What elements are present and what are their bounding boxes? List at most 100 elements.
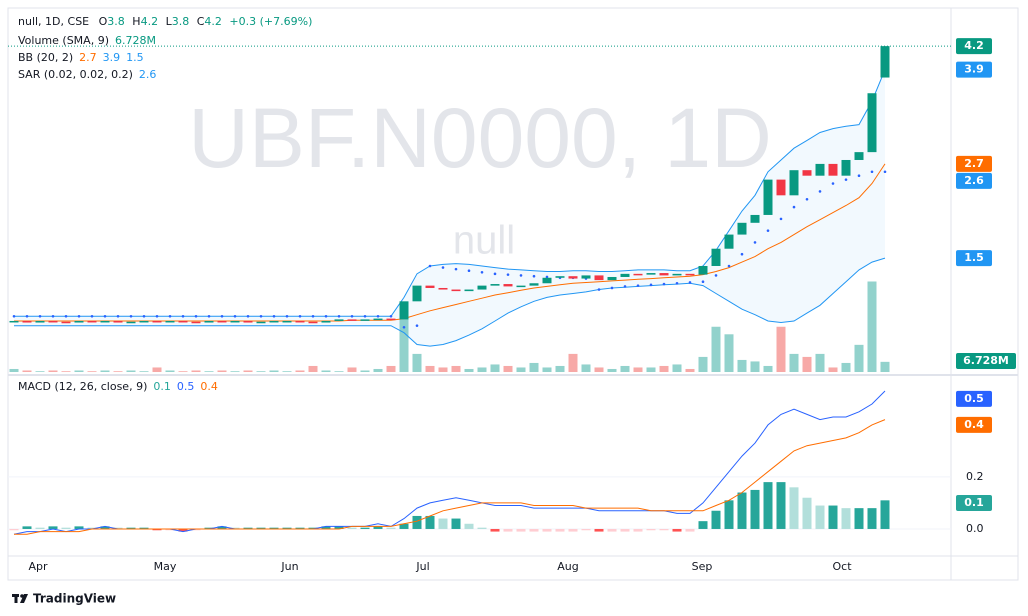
badge-bb-lower: 1.5 <box>964 251 984 264</box>
volume-bar <box>347 367 357 372</box>
candle-body <box>230 320 240 323</box>
sar-dot <box>38 314 42 318</box>
volume-bar <box>100 370 110 372</box>
badge-bb-basis: 2.7 <box>964 157 984 170</box>
time-label: Oct <box>832 560 852 573</box>
candle-body <box>191 321 201 324</box>
volume-bar <box>698 356 708 372</box>
candle-body <box>581 275 591 279</box>
volume-bar <box>737 359 747 372</box>
candle-body <box>854 152 864 160</box>
volume-bar <box>776 326 786 372</box>
candle-body <box>48 320 58 323</box>
candle-body <box>399 301 409 320</box>
badge-hist: 0.1 <box>964 496 984 509</box>
legend-change: +0.3 (+7.69%) <box>229 15 312 28</box>
candle-body <box>607 276 617 281</box>
candle-body <box>386 318 396 321</box>
candle-body <box>555 276 565 278</box>
candle-body <box>22 320 32 323</box>
macd-hist-bar <box>256 527 266 529</box>
sar-dot <box>129 314 133 318</box>
volume-bar <box>191 370 201 372</box>
badge-signal: 0.4 <box>964 418 984 431</box>
macd-hist-bar <box>61 527 71 529</box>
volume-bar <box>399 314 409 372</box>
sar-dot <box>740 252 744 256</box>
candle-body <box>685 273 695 276</box>
macd-hist-bar <box>594 528 604 532</box>
volume-bar <box>646 367 656 372</box>
macd-hist-bar <box>165 528 175 531</box>
sar-dot <box>298 314 302 318</box>
sar-dot <box>597 288 601 291</box>
candle-body <box>321 320 331 323</box>
legend-main: null, 1D, CSE O3.8 H4.2 L3.8 C4.2 +0.3 (… <box>18 15 312 28</box>
volume-bar <box>230 371 240 372</box>
macd-hist-bar <box>334 526 344 529</box>
sar-value: 2.6 <box>139 68 157 81</box>
sar-dot <box>25 314 29 318</box>
sar-dot <box>77 314 81 318</box>
macd-hist-bar <box>48 526 58 529</box>
macd-hist-bar <box>672 528 682 532</box>
brand-logo <box>12 594 28 603</box>
volume-bar <box>48 370 58 372</box>
candle-body <box>256 321 266 324</box>
macd-hist-bar <box>815 505 825 529</box>
volume-bar <box>854 344 864 372</box>
macd-hist-bar <box>360 527 370 529</box>
sar-dot <box>844 178 848 181</box>
sar-dot <box>532 274 536 278</box>
candle-body <box>477 285 487 290</box>
volume-name: Volume (SMA, 9) <box>18 34 109 47</box>
volume-bar <box>672 364 682 372</box>
macd-hist-bar <box>880 500 890 529</box>
volume-bar <box>724 334 734 372</box>
candle-body <box>490 284 500 286</box>
sar-dot <box>623 285 627 288</box>
macd-hist-bar <box>139 527 149 529</box>
macd-hist-bar <box>659 528 669 531</box>
macd-hist-bar <box>217 526 227 529</box>
sar-dot <box>545 275 549 279</box>
bb-lower-line <box>14 257 886 347</box>
sar-dot <box>636 284 640 287</box>
sar-dot <box>714 274 718 277</box>
sar-dot <box>662 282 666 286</box>
sar-dot <box>519 274 523 277</box>
candle-body <box>828 163 838 176</box>
volume-bar <box>802 356 812 372</box>
volume-bar <box>22 370 32 372</box>
macd-hist: 0.1 <box>153 380 171 393</box>
legend-bb: BB (20, 2) 2.7 3.9 1.5 <box>18 51 144 64</box>
legend-sar: SAR (0.02, 0.02, 0.2) 2.6 <box>18 68 156 81</box>
time-label: Sep <box>692 560 713 573</box>
volume-bar <box>490 364 500 372</box>
sar-dot <box>467 269 471 273</box>
sar-dot <box>363 314 367 318</box>
volume-bar <box>828 367 838 372</box>
macd-hist-bar <box>607 528 617 532</box>
sar-dot <box>857 174 861 177</box>
macd-tick-label: 0.2 <box>966 470 984 483</box>
candle-body <box>594 275 604 281</box>
sar-dot <box>324 314 328 318</box>
macd-hist-bar <box>438 518 448 529</box>
macd-hist-bar <box>113 527 123 529</box>
macd-hist-bar <box>867 508 877 529</box>
sar-dot <box>688 281 692 284</box>
candle-body <box>711 248 721 266</box>
macd-hist-bar <box>581 528 591 531</box>
badge-bb-lower-bg <box>956 250 992 267</box>
candle-body <box>269 320 279 323</box>
macd-hist-bar <box>152 528 162 531</box>
volume-bar <box>9 368 19 372</box>
volume-bar <box>438 367 448 372</box>
candle-body <box>74 320 84 323</box>
candle-body <box>542 277 552 284</box>
macd-hist-bar <box>308 527 318 529</box>
volume-bar <box>711 326 721 372</box>
candle-body <box>347 319 357 321</box>
candle-body <box>737 222 747 235</box>
